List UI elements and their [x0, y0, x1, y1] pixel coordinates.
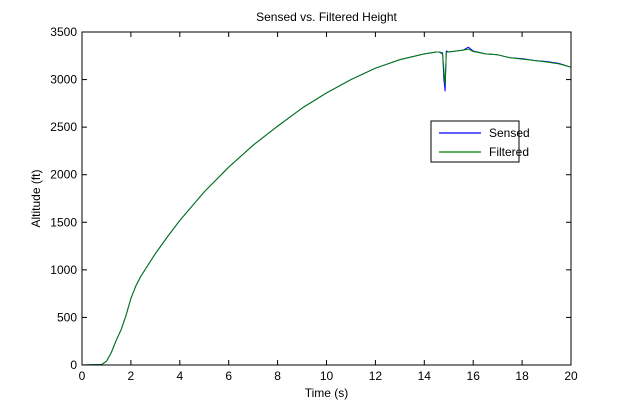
y-tick-label: 500	[57, 310, 77, 324]
x-tick-label: 12	[369, 369, 383, 383]
chart-title: Sensed vs. Filtered Height	[256, 10, 397, 24]
x-axis-label: Time (s)	[305, 386, 349, 400]
x-tick-label: 6	[225, 369, 232, 383]
x-tick-label: 2	[128, 369, 135, 383]
series-layer	[81, 46, 572, 366]
x-tick-label: 8	[274, 369, 281, 383]
y-tick-label: 1000	[50, 263, 77, 277]
x-tick-label: 16	[467, 369, 481, 383]
y-tick-label: 2500	[50, 120, 77, 134]
y-tick-label: 3500	[50, 25, 77, 39]
legend: Sensed Filtered	[430, 120, 530, 163]
y-tick-label: 3000	[50, 73, 77, 87]
x-tick-label: 10	[320, 369, 334, 383]
legend-label-filtered: Filtered	[489, 145, 529, 159]
y-axis: 0 500 1000 1500 2000 2500 3000 3500	[50, 25, 571, 372]
x-tick-label: 20	[564, 369, 578, 383]
y-tick-label: 0	[70, 358, 77, 372]
x-tick-label: 4	[176, 369, 183, 383]
legend-box	[430, 120, 520, 163]
x-tick-label: 18	[515, 369, 529, 383]
legend-label-sensed: Sensed	[489, 126, 530, 140]
x-tick-label: 0	[79, 369, 86, 383]
y-tick-label: 1500	[50, 215, 77, 229]
plot-area	[82, 32, 571, 365]
x-axis: 0 2 4 6 8 10 12 14 16 18 20	[79, 32, 578, 383]
series-line-filtered	[81, 48, 572, 366]
y-axis-label: Altitude (ft)	[29, 169, 43, 227]
y-tick-label: 2000	[50, 168, 77, 182]
x-tick-label: 14	[418, 369, 432, 383]
